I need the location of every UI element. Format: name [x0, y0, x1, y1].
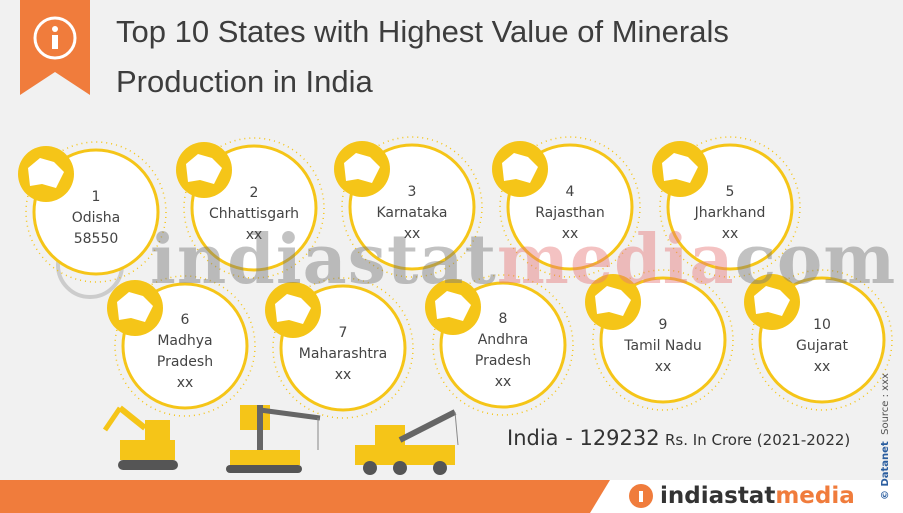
logo-part: indiastat	[660, 483, 776, 509]
state-value: xx	[561, 225, 579, 242]
state-rank: 7	[338, 324, 348, 341]
outer-ring	[659, 136, 801, 278]
state-name: Jharkhand	[694, 204, 766, 221]
state-map	[117, 292, 153, 322]
state-rank: 2	[249, 184, 259, 201]
state-name: Maharashtra	[298, 345, 388, 362]
total: India - 129232	[507, 426, 660, 450]
unit: Rs. In Crore (2021-2022)	[665, 431, 851, 449]
state-map	[435, 291, 471, 321]
state-value: 58550	[73, 230, 119, 247]
truck-crane	[355, 409, 459, 475]
outer-ring	[432, 274, 574, 416]
outer-ring	[751, 269, 893, 411]
title-line: Top 10 States with Highest Value of Mine…	[116, 14, 729, 49]
state-map	[595, 286, 631, 316]
state-rank: 8	[498, 311, 508, 327]
outer-ring	[592, 269, 734, 411]
state-name: Tamil Nadu	[624, 337, 702, 354]
outer-ring	[114, 275, 256, 417]
state-map	[344, 153, 380, 183]
state-rank: 10	[813, 316, 831, 333]
title-line: Production in India	[116, 64, 373, 99]
state-map	[754, 286, 790, 316]
watermark-part: com	[734, 220, 897, 300]
logo: indiastatmedia	[660, 480, 855, 513]
state-map	[186, 154, 222, 184]
state-name: Rajasthan	[535, 204, 605, 221]
watermark-part: media	[496, 220, 735, 300]
state-label: 3 Karnataka xx	[362, 182, 462, 245]
state-label: 2 Chhattisgarh xx	[204, 183, 304, 246]
state-name: Odisha	[71, 209, 121, 226]
state-label: 10 Gujarat xx	[772, 315, 872, 378]
state-label: 8 Andhra Pradesh xx	[453, 309, 553, 393]
state-name: Andhra Pradesh	[474, 332, 532, 369]
state-rank: 1	[91, 188, 101, 205]
state-map	[28, 158, 64, 188]
state-map	[502, 153, 538, 183]
state-rank: 4	[565, 183, 575, 200]
crane	[226, 405, 321, 473]
state-value: xx	[403, 225, 421, 242]
credit: © Datanet Source : xxx	[880, 373, 891, 500]
state-label: 4 Rajasthan xx	[520, 182, 620, 245]
outer-ring	[499, 136, 641, 278]
info-icon	[33, 16, 77, 60]
state-value: xx	[721, 225, 739, 242]
watermark: indiastatmediacom	[150, 220, 896, 300]
watermark-part: indiastat	[150, 220, 497, 300]
state-label: 5 Jharkhand xx	[680, 182, 780, 245]
state-rank: 6	[180, 312, 190, 328]
outer-ring	[183, 137, 325, 279]
state-name: Chhattisgarh	[208, 205, 300, 222]
state-value: xx	[245, 226, 263, 243]
logo-part: media	[775, 483, 855, 509]
state-label: 9 Tamil Nadu xx	[613, 315, 713, 378]
state-label: 7 Maharashtra xx	[293, 323, 393, 386]
state-name: Gujarat	[795, 337, 848, 354]
state-label: 1 Odisha 58550	[46, 187, 146, 250]
state-name: Karnataka	[376, 204, 448, 221]
state-rank: 3	[407, 183, 417, 200]
state-value: xx	[176, 375, 194, 391]
outer-ring	[272, 277, 414, 419]
state-label: 6 Madhya Pradesh xx	[135, 310, 235, 394]
state-value: xx	[813, 358, 831, 375]
state-map	[662, 153, 698, 183]
source-text: Source : xxx	[880, 373, 891, 435]
state-rank: 5	[725, 183, 735, 200]
info-icon-dot	[52, 26, 58, 32]
state-value: xx	[494, 374, 512, 390]
state-rank: 9	[658, 316, 668, 333]
state-name: Madhya Pradesh	[156, 333, 214, 370]
info-icon-bar	[52, 35, 58, 49]
state-value: xx	[654, 358, 672, 375]
credit-text: © Datanet	[880, 441, 891, 500]
state-value: xx	[334, 366, 352, 383]
logo-icon-bar	[639, 491, 643, 502]
logo-panel	[590, 480, 903, 513]
excavator	[102, 405, 178, 470]
outer-ring	[341, 136, 483, 278]
outer-ring	[25, 141, 167, 283]
state-map	[275, 294, 311, 324]
